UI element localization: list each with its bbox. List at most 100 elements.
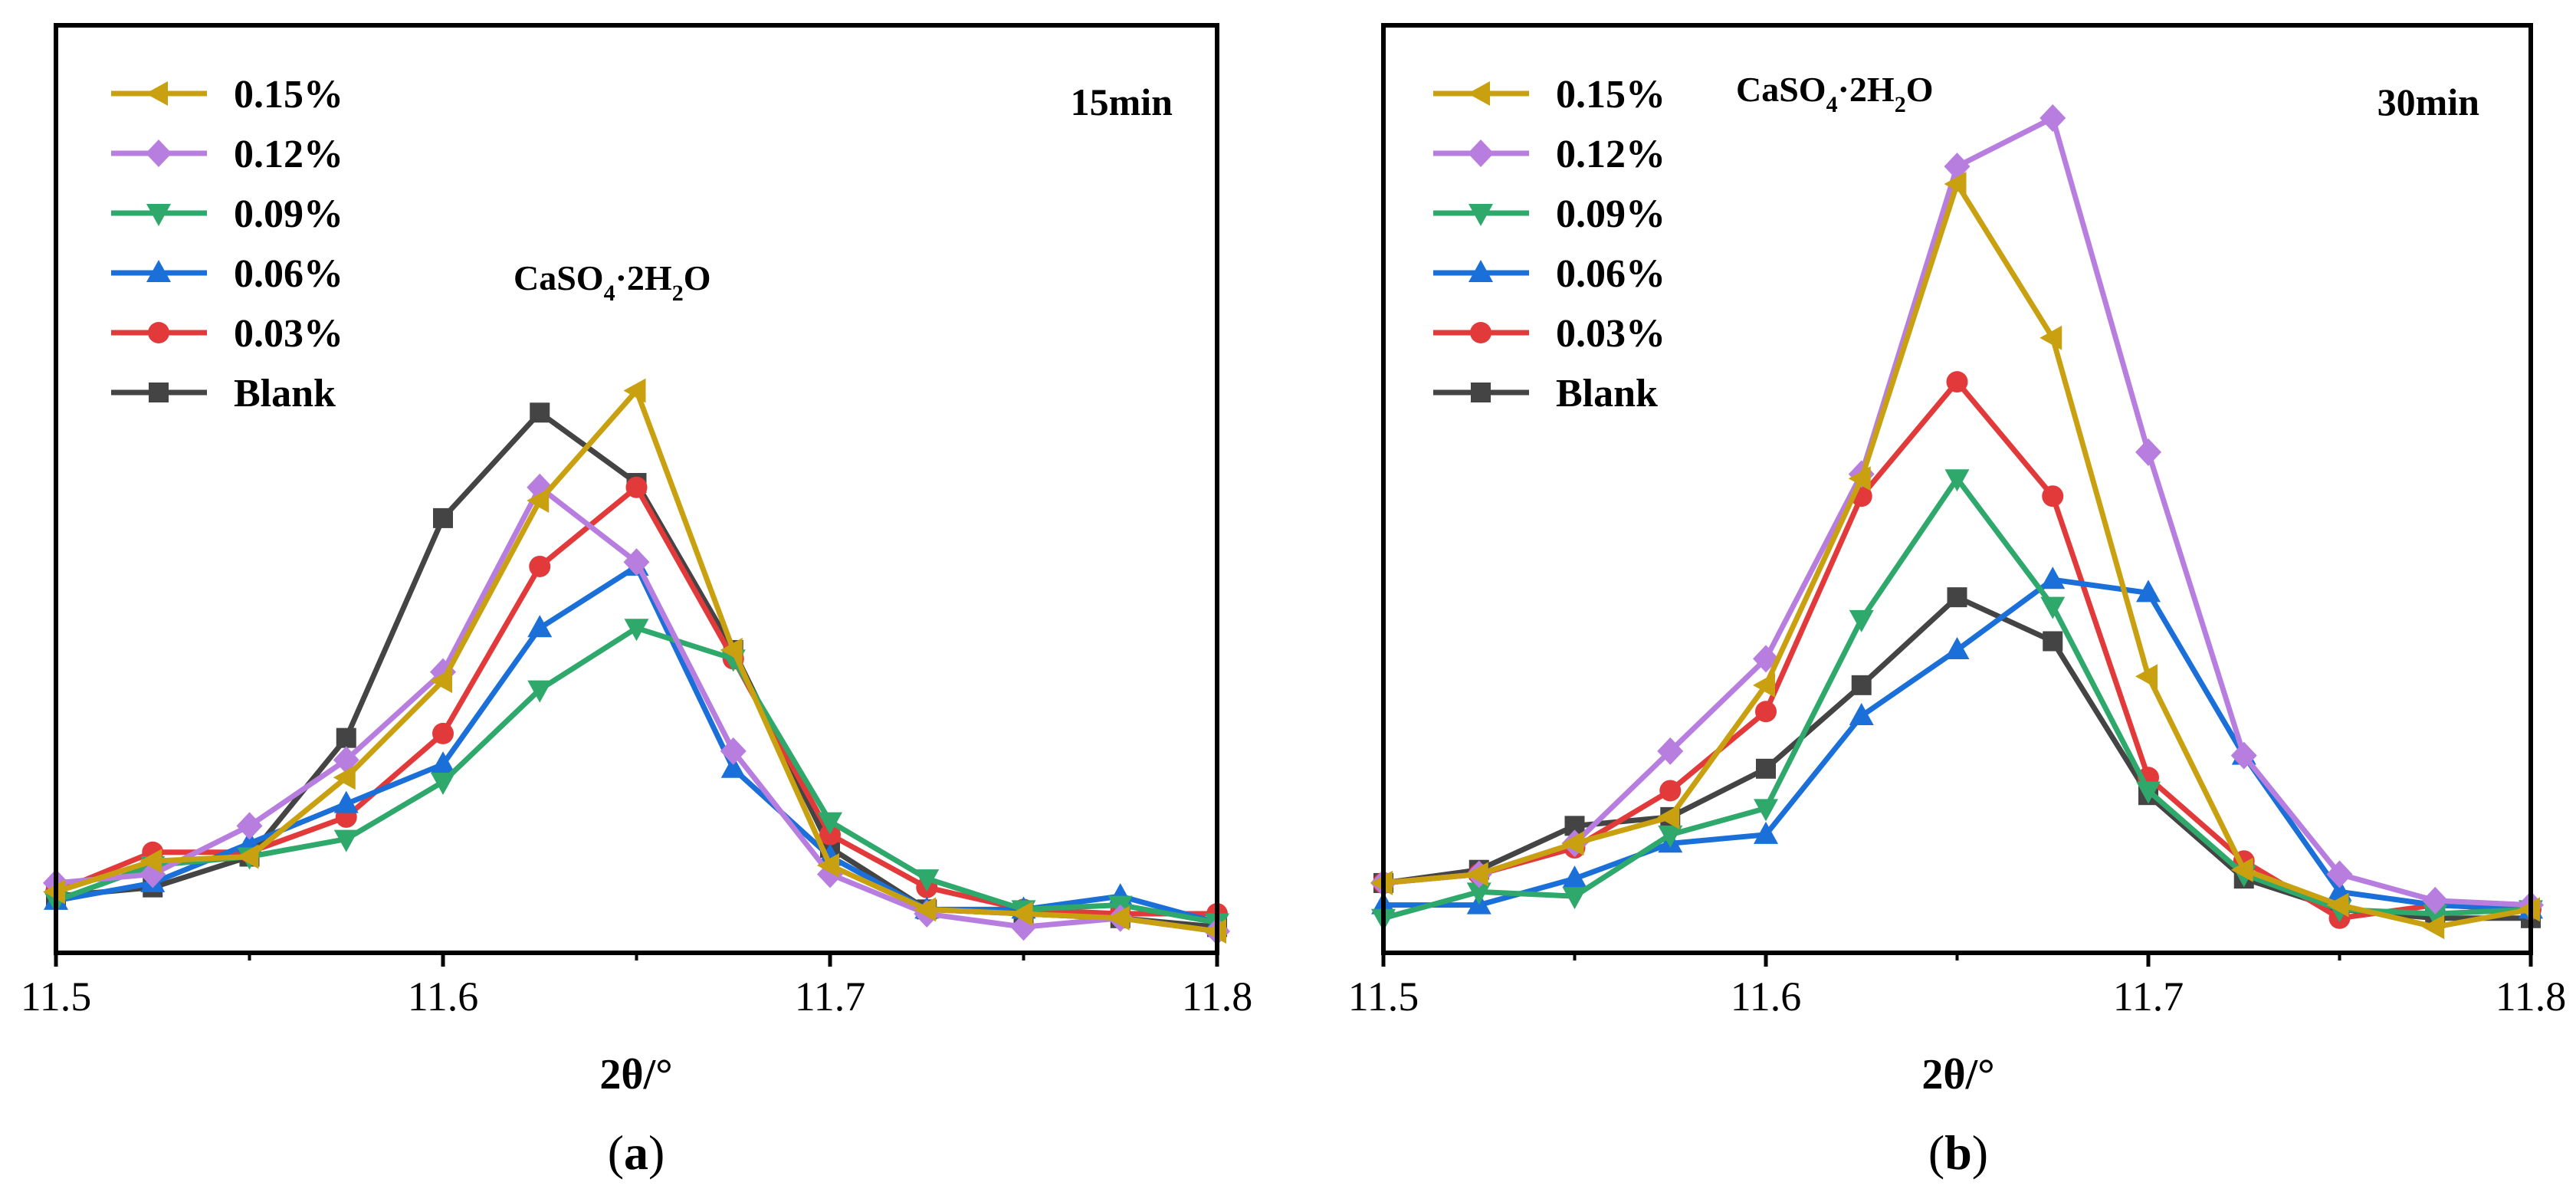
legend: 0.15% 0.12% 0.09% 0.06% 0.03% Blank (111, 73, 343, 415)
data-point (236, 844, 259, 869)
data-point (2230, 857, 2253, 882)
legend-swatch-marker (1468, 260, 1493, 282)
data-point (2230, 741, 2257, 770)
data-point (2043, 631, 2063, 652)
chart-panel-a: 11.5 11.6 11.7 11.8 0.15% 0.12% 0.09% 0.06% 0.0… (21, 23, 1253, 1180)
data-point (720, 755, 746, 778)
legend-swatch-marker (1468, 204, 1493, 226)
legend-label: Blank (1556, 372, 1658, 415)
data-point (333, 829, 359, 852)
data-point (914, 897, 937, 922)
data-point (527, 488, 550, 513)
legend-label: 0.15% (234, 73, 343, 117)
legend: 0.15% 0.12% 0.09% 0.06% 0.03% Blank (1433, 73, 1665, 415)
data-point (817, 852, 839, 878)
data-point (2039, 104, 2066, 133)
legend-swatch-marker (146, 260, 171, 282)
time-label: 30min (2377, 80, 2480, 123)
legend-swatch-marker (149, 383, 169, 402)
data-point (1466, 882, 1491, 905)
x-tick-label: 11.5 (1348, 974, 1419, 1020)
data-point (1946, 371, 1968, 393)
data-point (1849, 609, 1874, 632)
data-point (1754, 799, 1778, 822)
data-point (1561, 831, 1584, 856)
data-point (1947, 587, 1967, 608)
data-point (139, 849, 162, 874)
legend-item: 0.15% (1433, 73, 1665, 117)
x-tick-label: 11.8 (1182, 974, 1253, 1020)
legend-label: 0.09% (234, 192, 343, 236)
x-tick-label: 11.6 (1731, 974, 1802, 1020)
x-tick-label: 11.8 (2496, 974, 2567, 1020)
data-point (2423, 905, 2448, 928)
data-point (819, 823, 841, 846)
legend-label: 0.15% (1556, 73, 1665, 117)
data-point (527, 680, 553, 703)
series-0-06pct (44, 553, 1229, 932)
legend-label: 0.09% (1556, 192, 1665, 236)
series-0-09pct (1371, 469, 2543, 931)
data-point (1944, 636, 1970, 659)
data-point (1848, 466, 1871, 491)
series-line (1383, 115, 2532, 908)
data-point (432, 722, 454, 744)
legend-swatch-marker (146, 140, 172, 167)
series-0-15pct (1370, 172, 2540, 940)
series-layer (43, 378, 1230, 945)
data-point (1562, 887, 1587, 910)
chart-panel-b: 11.5 11.6 11.7 11.8 0.15% 0.12% 0.09% 0.06% 0.0… (1348, 23, 2567, 1180)
legend-item: 0.03% (1433, 312, 1665, 356)
data-point (1657, 804, 1680, 829)
series-0-06pct (1371, 566, 2543, 919)
compound-annotation: CaSO4·2H2O (1736, 70, 1934, 117)
data-point (1465, 862, 1488, 887)
data-point (527, 615, 553, 638)
data-point (2040, 596, 2066, 619)
legend-label: 0.12% (1556, 133, 1665, 176)
legend-item: 0.12% (1433, 133, 1665, 176)
data-point (333, 765, 356, 790)
data-point (431, 773, 455, 796)
data-point (1658, 825, 1683, 848)
legend-label: 0.06% (234, 252, 343, 296)
series-0-09pct (44, 619, 1229, 936)
series-line (1383, 576, 2532, 912)
x-axis-label: 2θ/° (1921, 1051, 1994, 1098)
data-point (1944, 172, 1967, 197)
legend-item: 0.09% (1433, 192, 1665, 236)
data-point (530, 402, 550, 423)
data-point (2422, 886, 2449, 915)
legend-item: 0.06% (1433, 252, 1665, 296)
data-point (2042, 485, 2064, 507)
legend-label: 0.06% (1556, 252, 1665, 296)
data-point (529, 555, 551, 577)
data-point (1657, 737, 1684, 765)
data-point (1851, 675, 1872, 695)
data-point (625, 476, 648, 498)
x-tick-label: 11.5 (21, 974, 92, 1020)
data-point (1753, 672, 1775, 698)
data-point (2039, 325, 2062, 350)
data-point (2136, 580, 2161, 603)
data-point (2135, 438, 2161, 466)
legend-swatch-marker (1468, 140, 1494, 167)
x-axis-ticks: 11.5 11.6 11.7 11.8 (1348, 953, 2567, 1020)
x-tick-label: 11.6 (408, 974, 479, 1020)
legend-item: 0.15% (111, 73, 343, 117)
legend-label: 0.03% (1556, 312, 1665, 356)
data-point (2422, 915, 2445, 940)
data-point (1010, 901, 1033, 927)
data-point (430, 668, 452, 694)
data-point (431, 751, 455, 774)
data-point (236, 812, 263, 840)
x-tick-label: 11.7 (795, 974, 866, 1020)
data-point (623, 378, 646, 403)
data-point (1755, 701, 1777, 723)
legend-swatch-marker (1471, 383, 1491, 402)
data-point (1562, 865, 1587, 888)
legend-swatch-marker (146, 81, 168, 106)
data-point (2135, 664, 2158, 689)
data-point (333, 790, 359, 813)
legend-item: Blank (111, 372, 336, 415)
